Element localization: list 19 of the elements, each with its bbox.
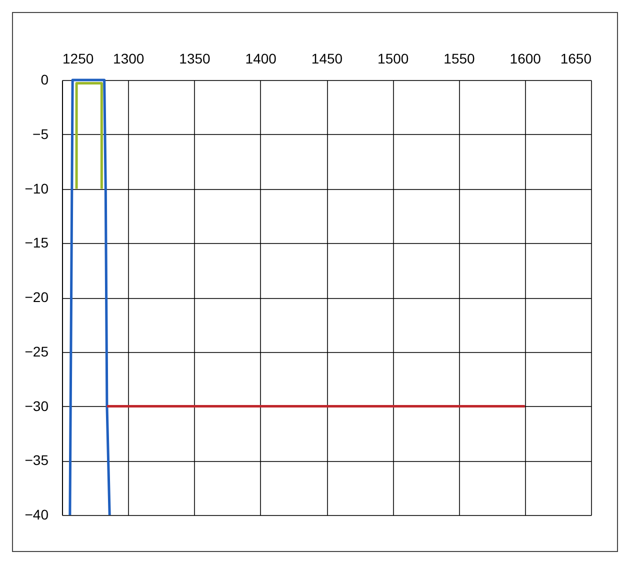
x-tick-label: 1450 — [311, 50, 343, 66]
x-tick-label: 1500 — [378, 50, 409, 66]
y-tick-label: −15 — [24, 234, 49, 251]
x-tick-label: 1400 — [245, 50, 277, 66]
y-tick-label: −25 — [24, 343, 49, 360]
x-tick-label: 1300 — [113, 50, 144, 66]
y-tick-label: −30 — [24, 398, 49, 414]
y-tick-label: −10 — [24, 180, 49, 196]
x-tick-label: 1250 — [62, 50, 94, 66]
y-tick-label: −35 — [24, 452, 49, 468]
y-tick-label: −40 — [24, 506, 49, 522]
x-tick-label: 1350 — [179, 50, 211, 66]
y-tick-label: −5 — [32, 126, 49, 142]
y-tick-label: 0 — [40, 72, 49, 88]
x-tick-label: 1650 — [560, 50, 592, 66]
x-tick-label: 1600 — [510, 50, 542, 66]
x-tick-label: 1550 — [444, 50, 476, 66]
y-tick-label: −20 — [24, 289, 49, 305]
line-series — [68, 78, 111, 516]
